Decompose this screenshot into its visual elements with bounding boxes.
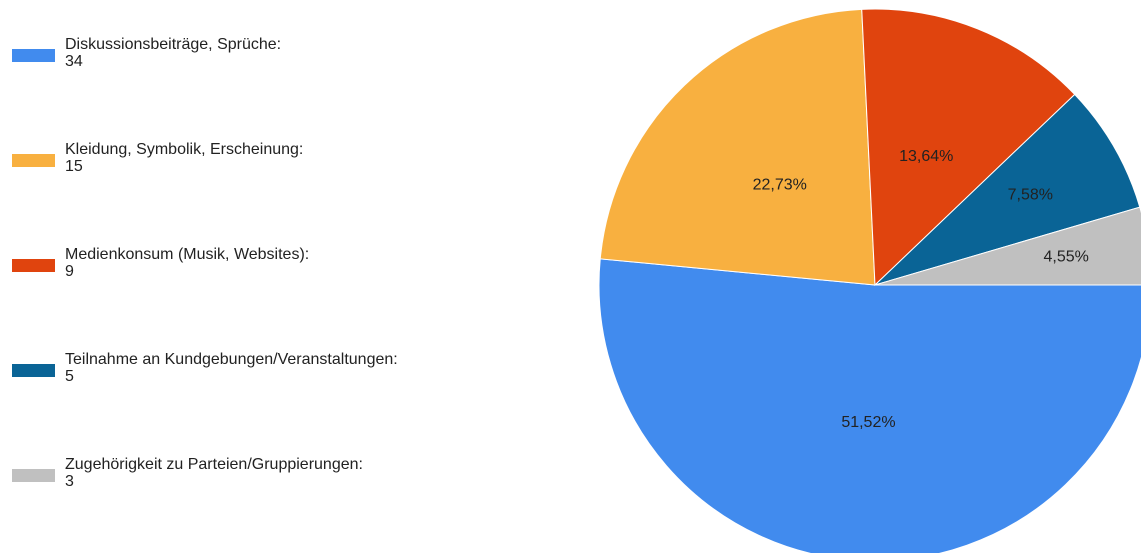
pie-slice [599, 8, 876, 286]
legend-label: Teilnahme an Kundgebungen/Veranstaltunge… [65, 351, 398, 368]
legend-count: 5 [65, 368, 74, 385]
legend-swatch [12, 259, 55, 272]
legend-label: Diskussionsbeiträge, Sprüche: [65, 36, 281, 53]
pie-slice [874, 93, 1141, 286]
legend-count: 34 [65, 53, 83, 70]
legend-swatch [12, 154, 55, 167]
legend-count: 15 [65, 158, 83, 175]
legend-count: 3 [65, 473, 74, 490]
legend-label: Kleidung, Symbolik, Erscheinung: [65, 141, 303, 158]
legend-count: 9 [65, 263, 74, 280]
pie-slice [598, 258, 1141, 553]
slice-label: 7,58% [1008, 186, 1053, 203]
pie-slice [874, 206, 1141, 286]
legend-swatch [12, 49, 55, 62]
legend-swatch [12, 364, 55, 377]
slice-label: 22,73% [753, 176, 807, 193]
slice-label: 13,64% [899, 148, 953, 165]
legend-label: Zugehörigkeit zu Parteien/Gruppierungen: [65, 456, 363, 473]
slice-label: 4,55% [1044, 249, 1089, 266]
pie-slice [861, 8, 1076, 287]
slice-label: 51,52% [841, 414, 895, 431]
legend-label: Medienkonsum (Musik, Websites): [65, 246, 309, 263]
legend-swatch [12, 469, 55, 482]
